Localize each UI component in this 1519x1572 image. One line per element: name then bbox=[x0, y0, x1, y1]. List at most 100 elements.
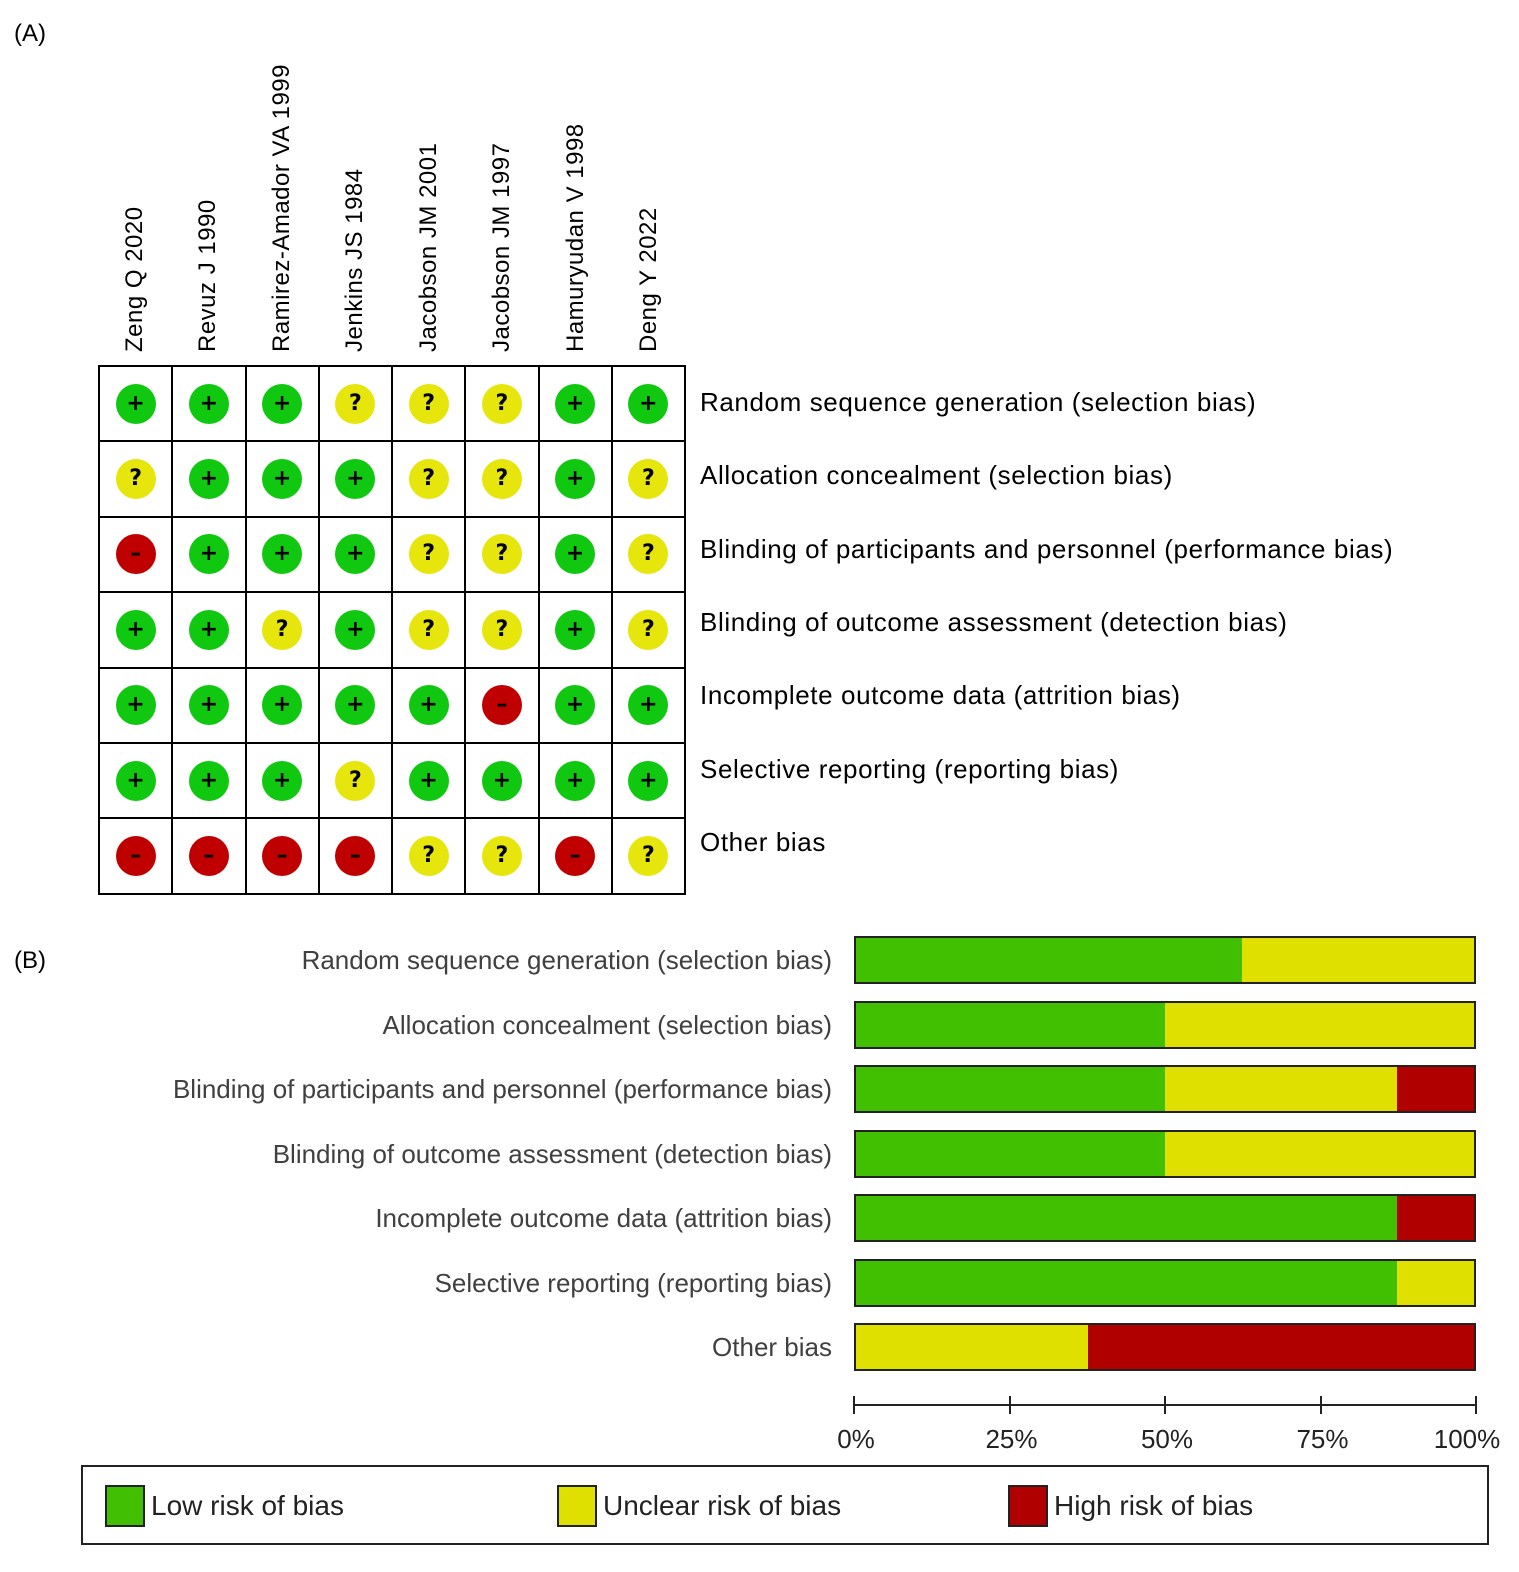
grid-cell: ? bbox=[390, 515, 467, 594]
grid-row: – – – –?? –? bbox=[97, 817, 687, 895]
bar-label: Random sequence generation (selection bi… bbox=[301, 945, 832, 975]
grid-cell: ? bbox=[390, 817, 467, 895]
panel-a-label: (A) bbox=[14, 20, 46, 47]
grid-cell: – bbox=[317, 817, 394, 895]
unclear-risk-dot: ? bbox=[408, 836, 449, 877]
domain-label: Allocation concealment (selection bias) bbox=[700, 460, 1173, 491]
grid-cell: + bbox=[244, 515, 320, 594]
low-risk-dot: + bbox=[262, 685, 303, 726]
legend-label-unclear: Unclear risk of bias bbox=[603, 1490, 842, 1521]
low-risk-dot: + bbox=[262, 383, 303, 424]
bar-label: Allocation concealment (selection bias) bbox=[382, 1009, 832, 1040]
grid-cell: + bbox=[390, 666, 467, 744]
bar-segment-unclear bbox=[1165, 1131, 1474, 1176]
bar-segment-high bbox=[1087, 1325, 1474, 1369]
grid-cell: + bbox=[171, 440, 247, 518]
bar-segment-unclear bbox=[1396, 1260, 1474, 1305]
grid-cell: + bbox=[97, 364, 174, 443]
domain-label: Blinding of participants and personnel (… bbox=[700, 533, 1394, 564]
low-risk-dot: + bbox=[188, 760, 229, 801]
grid-cell: – bbox=[171, 817, 247, 895]
legend-label-low: Low risk of bias bbox=[151, 1490, 344, 1521]
legend-item-low: Low risk of bias bbox=[105, 1485, 344, 1527]
low-risk-dot: + bbox=[555, 609, 596, 650]
low-risk-dot: + bbox=[628, 760, 669, 801]
risk-of-bias-summary-grid: + + +??? + +? + + +?? +? – + + +?? +? + +? +?? +? + + + + + – + +… bbox=[97, 364, 687, 895]
low-risk-dot: + bbox=[335, 534, 376, 575]
unclear-risk-dot: ? bbox=[481, 459, 522, 500]
grid-cell: + bbox=[464, 741, 540, 820]
unclear-risk-dot: ? bbox=[481, 534, 522, 575]
grid-cell: ? bbox=[97, 440, 174, 518]
low-risk-dot: + bbox=[555, 685, 596, 726]
high-risk-dot: – bbox=[115, 836, 156, 877]
grid-cell: + bbox=[610, 741, 687, 820]
low-risk-dot: + bbox=[188, 534, 229, 575]
x-axis-tick-label: 75% bbox=[1296, 1424, 1349, 1454]
legend-item-unclear: Unclear risk of bias bbox=[557, 1485, 841, 1527]
high-risk-dot: – bbox=[335, 836, 376, 877]
grid-cell: + bbox=[244, 364, 320, 443]
grid-cell: ? bbox=[610, 515, 687, 594]
domain-label: Other bias bbox=[700, 827, 826, 858]
grid-cell: – bbox=[537, 817, 613, 895]
grid-cell: ? bbox=[390, 364, 467, 443]
bar-segment-low bbox=[856, 1260, 1397, 1305]
grid-cell: ? bbox=[464, 440, 540, 518]
legend-swatch-unclear bbox=[557, 1485, 597, 1527]
unclear-risk-dot: ? bbox=[408, 609, 449, 650]
grid-cell: ? bbox=[610, 440, 687, 518]
x-axis-tick bbox=[1164, 1396, 1166, 1414]
unclear-risk-dot: ? bbox=[408, 383, 449, 424]
legend-swatch-high bbox=[1008, 1485, 1048, 1527]
unclear-risk-dot: ? bbox=[628, 609, 669, 650]
bar-label: Other bias bbox=[712, 1332, 832, 1362]
grid-cell: + bbox=[244, 741, 320, 820]
study-header: Jacobson JM 1997 bbox=[488, 142, 516, 352]
unclear-risk-dot: ? bbox=[481, 609, 522, 650]
bar-segment-unclear bbox=[1165, 1067, 1397, 1111]
grid-cell: + bbox=[97, 741, 174, 820]
grid-cell: + bbox=[317, 440, 394, 518]
unclear-risk-dot: ? bbox=[115, 459, 156, 500]
unclear-risk-dot: ? bbox=[628, 836, 669, 877]
grid-row: + + +? + + + + bbox=[97, 741, 687, 820]
bar-label: Incomplete outcome data (attrition bias) bbox=[375, 1203, 832, 1233]
grid-cell: + bbox=[610, 666, 687, 744]
high-risk-dot: – bbox=[188, 836, 229, 877]
legend-label-high: High risk of bias bbox=[1054, 1490, 1254, 1521]
study-header: Ramirez-Amador VA 1999 bbox=[267, 63, 295, 352]
low-risk-dot: + bbox=[335, 459, 376, 500]
high-risk-dot: – bbox=[262, 836, 303, 877]
low-risk-dot: + bbox=[481, 760, 522, 801]
grid-cell: ? bbox=[610, 591, 687, 669]
high-risk-dot: – bbox=[555, 836, 596, 877]
bar-row bbox=[854, 1258, 1476, 1307]
low-risk-dot: + bbox=[262, 459, 303, 500]
bar-segment-high bbox=[1396, 1196, 1474, 1240]
low-risk-dot: + bbox=[188, 609, 229, 650]
bar-segment-low bbox=[856, 1002, 1165, 1047]
low-risk-dot: + bbox=[188, 383, 229, 424]
grid-cell: – bbox=[97, 515, 174, 594]
domain-label: Selective reporting (reporting bias) bbox=[700, 753, 1120, 784]
grid-cell: + bbox=[171, 666, 247, 744]
grid-cell: ? bbox=[390, 591, 467, 669]
grid-cell: + bbox=[171, 515, 247, 594]
low-risk-dot: + bbox=[115, 760, 156, 801]
study-header: Deng Y 2022 bbox=[635, 207, 663, 352]
grid-cell: + bbox=[610, 364, 687, 443]
bar-segment-low bbox=[856, 938, 1243, 982]
grid-cell: ? bbox=[244, 591, 320, 669]
bar-row bbox=[854, 1129, 1476, 1178]
grid-cell: + bbox=[171, 591, 247, 669]
low-risk-dot: + bbox=[628, 685, 669, 726]
bar-row bbox=[854, 1194, 1476, 1242]
grid-row: + + + + + – + + bbox=[97, 666, 687, 744]
bar-segment-low bbox=[856, 1131, 1165, 1176]
low-risk-dot: + bbox=[115, 609, 156, 650]
grid-cell: + bbox=[97, 591, 174, 669]
x-axis-tick bbox=[1008, 1396, 1011, 1414]
low-risk-dot: + bbox=[408, 685, 449, 726]
grid-cell: ? bbox=[464, 591, 540, 669]
